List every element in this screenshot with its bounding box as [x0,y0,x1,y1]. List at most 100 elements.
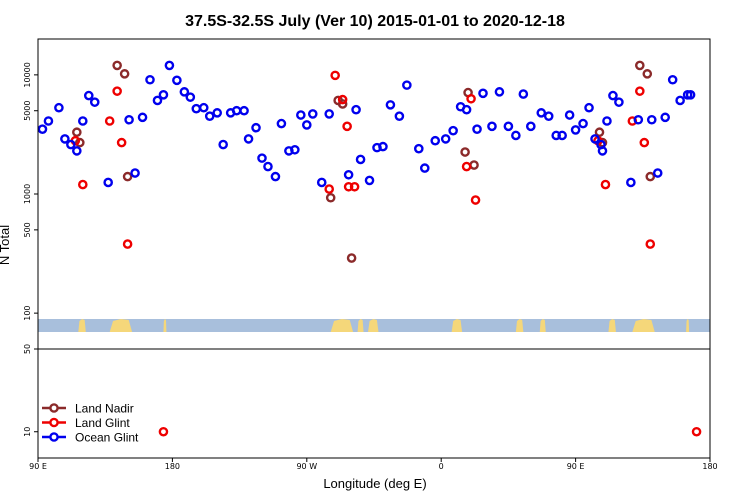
data-point-ocean-glint [590,134,600,144]
x-tick-label: 90 E [29,462,47,471]
land-strip [38,319,710,332]
data-point-land-glint [112,86,122,96]
data-point-ocean-glint [597,146,608,156]
data-point-ocean-glint [518,89,529,99]
data-point-ocean-glint [130,168,140,178]
data-point-ocean-glint [218,139,228,150]
data-point-ocean-glint [461,104,472,115]
data-point-ocean-glint [179,87,190,97]
data-point-ocean-glint [430,135,441,146]
data-point-land-glint [330,70,340,81]
y-tick-label: 500 [23,222,32,237]
x-tick-label: 180 [165,462,180,471]
data-point-ocean-glint [103,177,113,188]
data-point-ocean-glint [402,80,412,90]
data-point-land-glint [104,116,115,126]
y-axis-title: N Total [0,225,12,265]
data-point-land-glint [122,239,133,249]
data-point-ocean-glint [198,102,209,113]
data-point-land-glint [645,239,656,249]
data-point-ocean-glint [394,111,405,121]
land-mass [163,319,167,332]
data-point-ocean-glint [257,153,267,163]
data-point-land-glint [635,86,645,96]
data-point-ocean-glint [413,143,424,154]
land-mass [632,319,655,332]
data-point-ocean-glint [78,116,88,126]
data-point-land-glint [337,94,348,105]
land-mass [539,319,546,332]
x-axis-title: Longitude (deg E) [323,476,426,491]
data-point-ocean-glint [355,154,366,165]
land-mass [515,319,524,332]
y-tick-label: 10 [23,427,32,437]
chart-title: 37.5S-32.5S July (Ver 10) 2015-01-01 to … [185,13,565,30]
data-point-ocean-glint [440,134,451,144]
legend-label: Ocean Glint [75,431,139,445]
data-point-ocean-glint [263,161,273,172]
data-point-ocean-glint [37,124,48,134]
data-point-ocean-glint [685,90,696,100]
data-point-ocean-glint [351,104,361,115]
data-point-ocean-glint [185,92,196,102]
data-point-land-nadir [469,160,479,170]
data-point-ocean-glint [60,134,70,144]
data-point-ocean-glint [584,102,594,113]
data-point-ocean-glint [137,112,148,123]
data-point-land-glint [639,137,650,148]
data-point-land-nadir [119,69,130,79]
data-point-land-glint [691,426,702,437]
data-point-ocean-glint [164,60,175,71]
data-point-ocean-glint [343,169,354,180]
land-mass [109,319,133,332]
land-mass [357,319,364,332]
data-point-land-glint [342,121,352,132]
lower-panel-frame [37,348,711,459]
data-point-land-nadir [346,253,357,263]
data-point-ocean-glint [494,87,505,97]
data-point-ocean-glint [472,124,482,134]
data-point-ocean-glint [633,114,644,125]
data-point-ocean-glint [316,177,327,188]
data-point-ocean-glint [551,130,561,141]
data-point-ocean-glint [124,114,134,125]
legend-entry-land-glint: Land Glint [42,416,130,430]
data-point-ocean-glint [526,121,536,132]
y-tick-label: 5000 [23,101,32,121]
data-point-ocean-glint [660,112,671,123]
data-point-land-nadir [112,60,122,71]
data-point-ocean-glint [212,108,222,118]
data-point-ocean-glint [543,111,554,121]
data-point-land-glint [600,179,611,190]
data-point-land-nadir [642,69,653,79]
data-point-ocean-glint [564,110,575,120]
data-point-ocean-glint [89,97,100,107]
upper-panel-frame [37,38,711,350]
land-mass [368,319,379,332]
data-point-ocean-glint [652,168,663,178]
lower-panel-points [158,426,702,437]
data-point-land-nadir [337,99,348,109]
data-point-ocean-glint [570,125,581,135]
data-point-ocean-glint [646,114,657,125]
upper-panel-points [37,60,696,263]
data-point-ocean-glint [251,122,261,133]
data-point-ocean-glint [296,110,306,120]
legend-marker [49,403,59,413]
legend-entry-land-nadir: Land Nadir [42,402,134,416]
data-point-land-glint [349,181,360,192]
data-point-land-nadir [645,171,656,182]
y-tick-label: 50 [23,344,32,354]
data-point-land-nadir [72,127,82,138]
land-mass [686,319,690,332]
land-mass [330,319,354,332]
data-point-ocean-glint [83,90,94,101]
land-mass [78,319,86,332]
data-point-ocean-glint [307,109,318,119]
data-point-ocean-glint [43,116,54,126]
legend-entry-ocean-glint: Ocean Glint [42,431,139,445]
data-point-ocean-glint [385,100,396,110]
y-tick-label: 10000 [23,62,32,87]
